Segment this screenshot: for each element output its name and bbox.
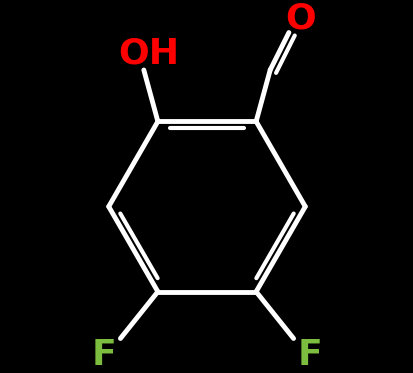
Text: OH: OH: [118, 36, 179, 70]
Text: F: F: [91, 338, 116, 372]
Text: F: F: [297, 338, 322, 372]
Text: O: O: [284, 1, 315, 35]
